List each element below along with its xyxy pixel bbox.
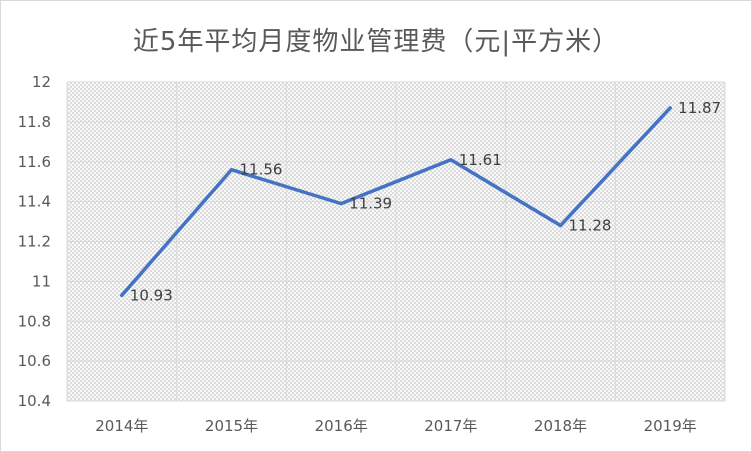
y-tick-label: 11.8: [18, 113, 51, 131]
y-tick-label: 10.8: [18, 312, 51, 330]
y-tick-label: 10.4: [18, 392, 51, 410]
x-tick-label: 2014年: [95, 417, 148, 435]
data-label: 11.56: [240, 161, 283, 179]
y-tick-label: 11.2: [18, 233, 51, 251]
x-tick-label: 2016年: [315, 417, 368, 435]
data-point: [559, 224, 562, 228]
data-label: 11.28: [569, 217, 612, 235]
data-point: [449, 158, 453, 162]
x-tick-label: 2015年: [205, 417, 258, 435]
data-point: [668, 106, 672, 110]
y-tick-label: 12: [32, 73, 51, 91]
data-label: 11.39: [349, 195, 392, 213]
y-tick-label: 10.6: [18, 352, 51, 370]
data-point: [120, 293, 124, 297]
y-tick-label: 11: [32, 272, 51, 290]
data-label: 11.61: [459, 151, 502, 169]
y-tick-label: 11.4: [18, 193, 51, 211]
data-point: [230, 168, 233, 172]
x-tick-label: 2019年: [644, 417, 697, 435]
data-point: [339, 202, 343, 206]
data-label: 11.87: [678, 99, 721, 117]
data-label: 10.93: [130, 286, 173, 304]
series-line: [120, 106, 672, 298]
x-tick-label: 2017年: [424, 417, 477, 435]
chart-title: 近5年平均月度物业管理费（元|平方米）: [132, 27, 620, 57]
x-tick-label: 2018年: [534, 417, 587, 435]
y-tick-label: 11.6: [18, 153, 51, 171]
